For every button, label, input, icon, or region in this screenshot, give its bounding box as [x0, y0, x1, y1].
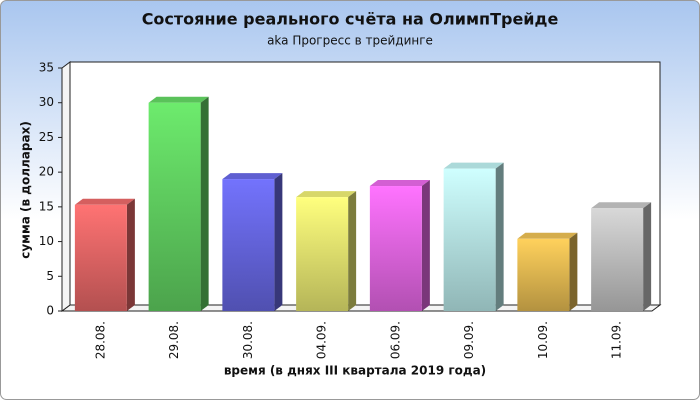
y-axis-label: сумма (в долларах) [19, 121, 33, 259]
x-tick-label: 28.08. [93, 321, 107, 359]
bar-top [517, 232, 578, 239]
y-tick-label: 15 [39, 199, 54, 213]
bar-top [296, 191, 357, 198]
bar-side [569, 232, 578, 311]
bar-side [421, 180, 430, 311]
x-tick-label: 04.09. [315, 321, 329, 359]
bar-top [148, 96, 209, 103]
bar-side [348, 191, 357, 311]
bar [148, 102, 201, 311]
x-tick-label: 09.09. [462, 321, 476, 359]
bar [517, 238, 570, 311]
bar [591, 208, 644, 311]
x-axis-label: время (в днях III квартала 2019 года) [224, 364, 486, 378]
y-tick-label: 35 [39, 61, 54, 75]
x-tick-label: 10.09. [536, 321, 550, 359]
bar-side [643, 202, 652, 311]
x-tick-label: 30.08. [241, 321, 255, 359]
bar-top [591, 202, 652, 209]
y-tick-label: 20 [39, 165, 54, 179]
bar [369, 186, 422, 311]
bar-top [222, 173, 283, 180]
side-wall [61, 61, 71, 312]
bar-top [74, 198, 135, 205]
bar [296, 197, 349, 311]
bar [222, 179, 275, 311]
bar-side [126, 198, 135, 311]
y-tick-label: 30 [39, 95, 54, 109]
bar [74, 204, 127, 311]
x-tick-label: 11.09. [610, 321, 624, 359]
x-tick-label: 29.08. [167, 321, 181, 359]
bar-side [200, 96, 209, 311]
chart-subtitle: aka Прогресс в трейдинге [267, 34, 433, 48]
bar-top [443, 162, 504, 169]
bar-side [495, 162, 504, 311]
x-tick-label: 06.09. [388, 321, 402, 359]
bar-side [274, 173, 283, 311]
y-tick-label: 10 [39, 234, 54, 248]
bar-top [369, 180, 430, 187]
y-tick-label: 0 [46, 304, 54, 318]
y-tick-label: 5 [46, 269, 54, 283]
bar [443, 168, 496, 311]
chart-title: Состояние реального счёта на ОлимпТрейде [142, 10, 559, 29]
y-tick-label: 25 [39, 130, 54, 144]
